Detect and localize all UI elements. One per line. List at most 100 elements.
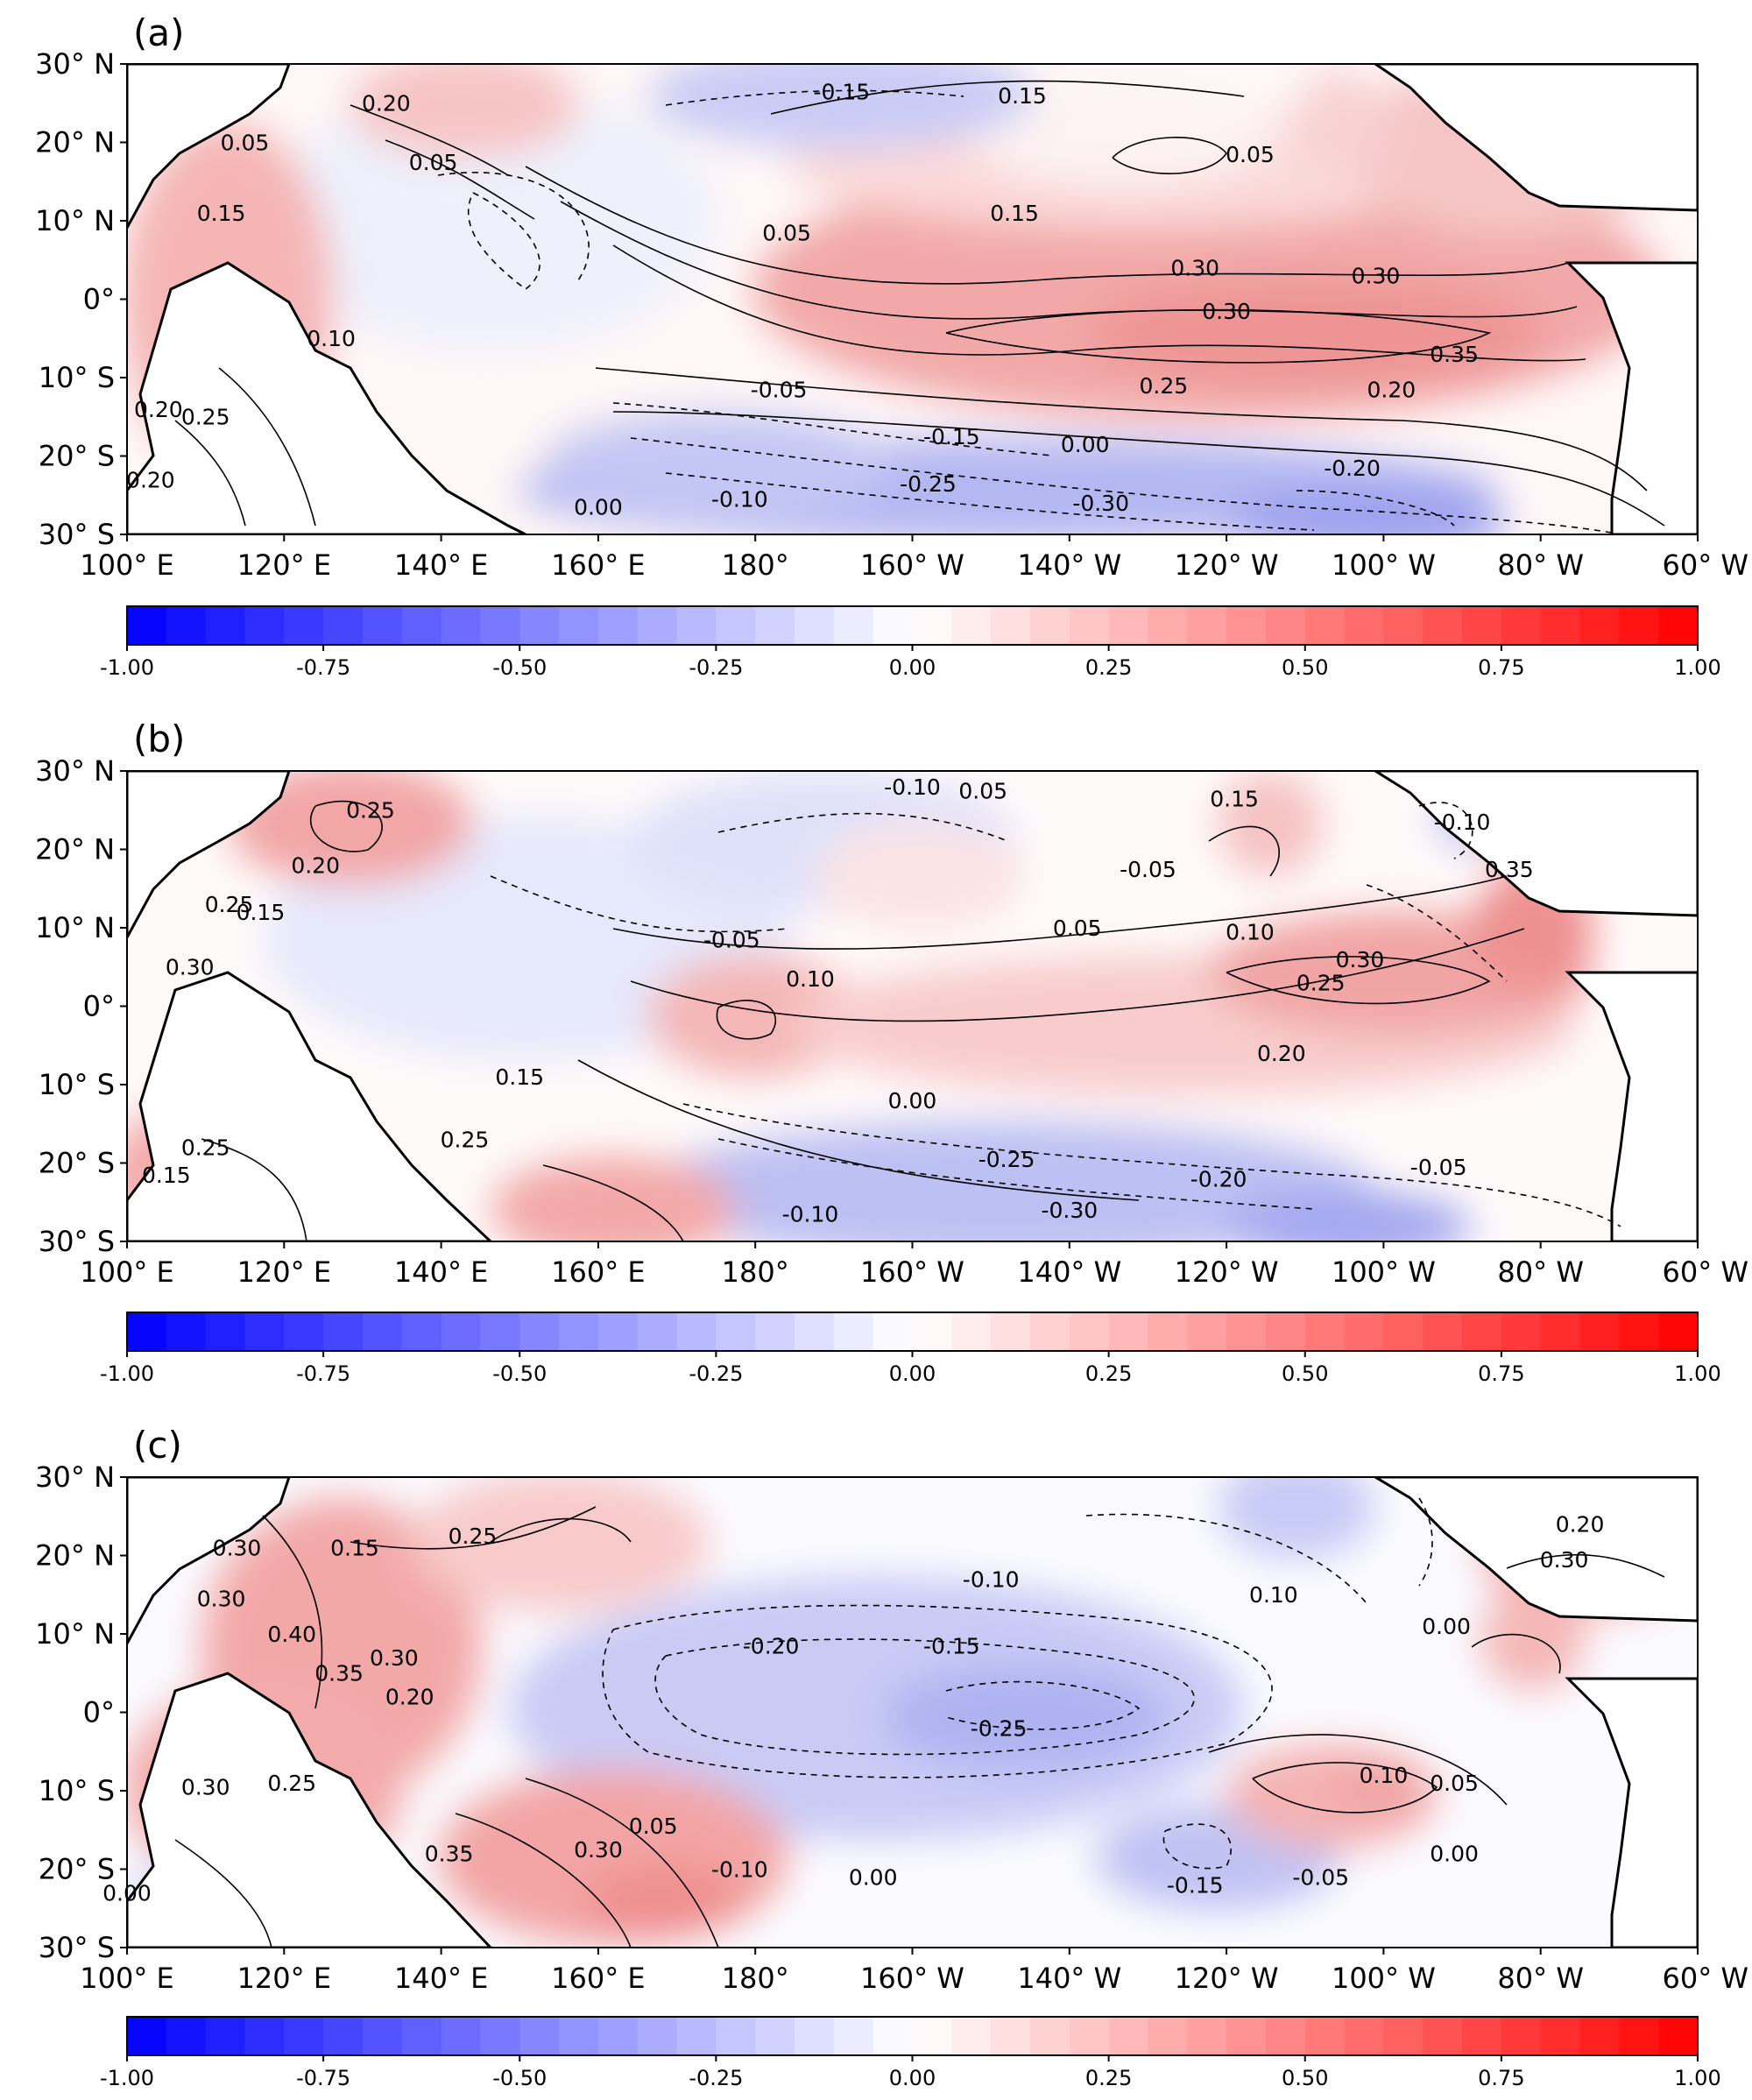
- contour-label: 0.05: [409, 150, 458, 175]
- contour-label: -0.10: [711, 1856, 768, 1882]
- contours-b: [201, 800, 1525, 1241]
- colorbar-swatch: [1423, 606, 1463, 645]
- colorbar-swatch: [1423, 2017, 1463, 2055]
- xtick-label: 140° E: [394, 1255, 488, 1289]
- colorbar-swatch: [1069, 1312, 1110, 1351]
- colorbar-swatch: [323, 1312, 364, 1351]
- colorbar-swatch: [519, 606, 560, 645]
- yaxis-c: 30° N 20° N 10° N 0° 10° S 20° S 30° S: [35, 1460, 127, 1964]
- yaxis-a: 30° N 20° N 10° N 0° 10° S 20° S 30° S: [35, 47, 127, 551]
- panel-a: (a): [35, 11, 1748, 680]
- colorbar-swatch: [597, 2017, 639, 2055]
- colorbar-swatch: [1501, 2017, 1542, 2055]
- contour-label: 0.30: [574, 1837, 623, 1863]
- contour-label: 0.15: [142, 1163, 191, 1188]
- contour-label: 0.10: [786, 966, 835, 992]
- contour-label: -0.25: [978, 1147, 1035, 1172]
- colorbar-swatch: [559, 2017, 599, 2055]
- colorbar-swatch: [1304, 1312, 1346, 1351]
- contours-neg-b: [490, 802, 1621, 1227]
- colorbar-swatch: [127, 606, 167, 645]
- contour-label: 0.25: [181, 405, 230, 430]
- xtick-label: 60° W: [1662, 1962, 1748, 1995]
- ytick-label: 20° N: [35, 833, 115, 866]
- colorbar-swatch: [362, 1312, 403, 1351]
- contours-neg-a: [437, 89, 1621, 534]
- colorbar-swatch: [1226, 2017, 1267, 2055]
- ytick-label: 10° S: [39, 1774, 115, 1807]
- colorbar-swatch: [795, 2017, 835, 2055]
- contour-label: -0.15: [923, 1633, 980, 1658]
- colorbar-swatch: [1540, 606, 1581, 645]
- colorbar-swatch: [912, 1312, 952, 1351]
- contour-label: 0.25: [181, 1135, 230, 1161]
- colorbar-swatch: [244, 606, 285, 645]
- colorbar-swatch: [441, 1312, 482, 1351]
- xtick-label: 140° W: [1017, 1962, 1121, 1995]
- xtick-label: 140° W: [1017, 1255, 1121, 1289]
- contour-label: 0.00: [102, 1880, 152, 1906]
- landmass-c: [127, 1477, 1698, 1948]
- colorbar-swatch: [1148, 2017, 1188, 2055]
- xtick-label: 100° W: [1332, 1255, 1436, 1289]
- xtick-label: 100° E: [80, 548, 173, 582]
- ytick-label: 30° N: [35, 1460, 115, 1494]
- contour-label: 0.15: [495, 1064, 544, 1090]
- colorbar-swatch: [676, 1312, 717, 1351]
- colorbar-tick-label: -0.25: [689, 655, 743, 680]
- colorbar-tick-label: 0.25: [1085, 655, 1132, 680]
- xtick-label: 100° E: [80, 1962, 173, 1995]
- contour-label: -0.20: [1190, 1166, 1247, 1191]
- colorbar-swatch: [1344, 1312, 1384, 1351]
- colorbar-swatch: [284, 2017, 324, 2055]
- contour-label: -0.05: [1292, 1864, 1349, 1890]
- colorbar-swatch: [1344, 606, 1384, 645]
- xtick-label: 80° W: [1497, 1255, 1584, 1289]
- colorbar-tick-label: 1.00: [1674, 1361, 1720, 1386]
- contour-label: 0.30: [1170, 256, 1219, 281]
- colorbar-swatch: [1579, 2017, 1620, 2055]
- colorbar-swatch: [244, 1312, 285, 1351]
- colorbar-tick-label: 0.25: [1085, 2066, 1132, 2090]
- contour-label: 0.05: [1226, 142, 1275, 167]
- colorbar-swatch: [284, 1312, 324, 1351]
- colorbar-swatch: [1069, 2017, 1110, 2055]
- contour-label: 0.30: [197, 1587, 246, 1612]
- colorbar-swatch: [166, 2017, 207, 2055]
- colorbar-swatch: [597, 1312, 639, 1351]
- contour-label: 0.10: [307, 326, 356, 351]
- colorbar-swatch: [951, 1312, 992, 1351]
- contour-label: -0.25: [900, 471, 957, 497]
- contour-label: 0.00: [1061, 432, 1110, 457]
- contour-label: 0.15: [197, 201, 246, 226]
- colorbar-swatch: [597, 606, 639, 645]
- contour-label: 0.00: [1422, 1614, 1471, 1639]
- colorbar-swatch: [323, 2017, 364, 2055]
- colorbar-tick-label: 0.75: [1478, 655, 1524, 680]
- xaxis-c: 100° E 120° E 140° E 160° E 180° 160° W 140° W…: [80, 1948, 1748, 1995]
- contour-label: 0.35: [1430, 342, 1479, 367]
- colorbar-swatch: [1462, 1312, 1502, 1351]
- colorbar-swatch: [519, 2017, 560, 2055]
- colorbar-tick-label: -0.75: [296, 1361, 350, 1386]
- colorbar-tick-label: 1.00: [1674, 2066, 1720, 2090]
- contour-label: 0.10: [1360, 1763, 1409, 1788]
- xtick-label: 160° E: [551, 1962, 645, 1995]
- xtick-label: 140° E: [394, 1962, 488, 1995]
- contour-label: 0.30: [1540, 1547, 1589, 1573]
- colorbar-swatch: [637, 606, 678, 645]
- colorbar-swatch: [676, 606, 717, 645]
- colorbar-swatch: [1187, 1312, 1227, 1351]
- contour-label: 0.35: [425, 1842, 474, 1867]
- colorbar-swatch: [1029, 1312, 1070, 1351]
- xaxis-b: 100° E 120° E 140° E 160° E 180° 160° W 140° W…: [80, 1241, 1748, 1289]
- contour-label: 0.25: [1140, 373, 1189, 399]
- colorbar-swatch: [833, 606, 874, 645]
- colorbar-swatch: [637, 1312, 678, 1351]
- panel-label-a: (a): [133, 11, 185, 54]
- ytick-label: 0°: [83, 283, 115, 316]
- contour-label: 0.15: [998, 83, 1047, 109]
- contour-label: -0.10: [884, 774, 941, 800]
- colorbar-swatch: [833, 1312, 874, 1351]
- colorbar-swatch: [480, 2017, 520, 2055]
